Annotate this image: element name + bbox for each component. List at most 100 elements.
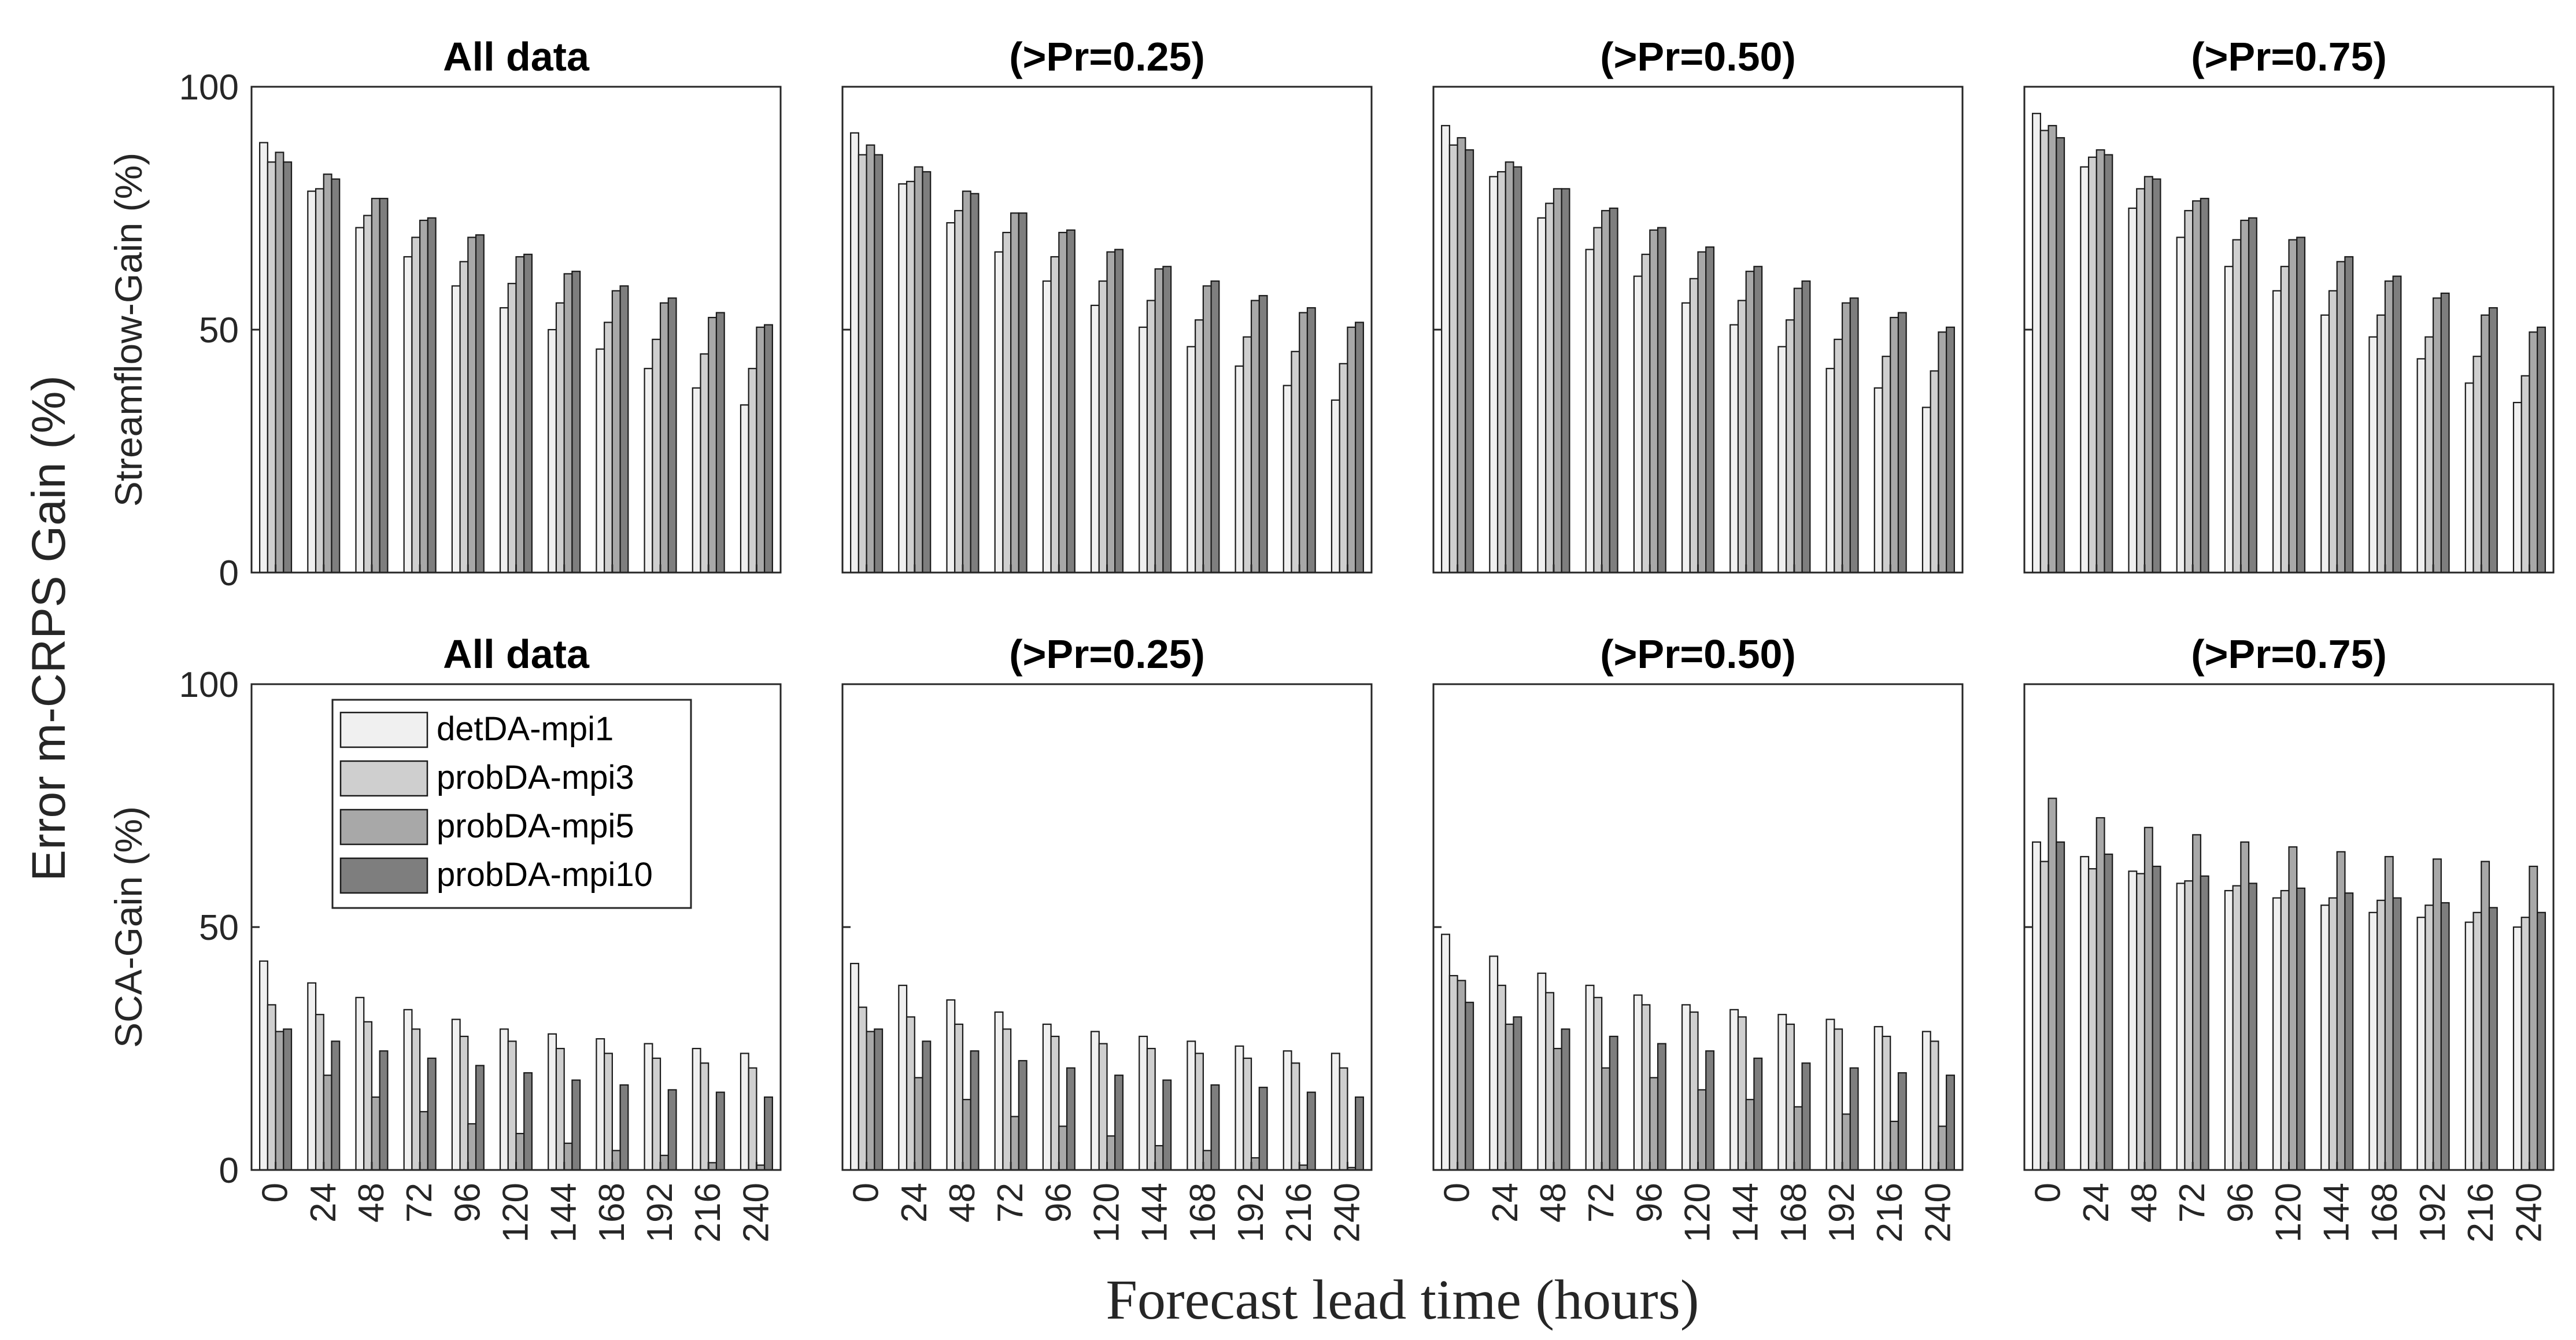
bar-detDA-mpi1-lt192 [1235, 365, 1244, 574]
xtick-label: 192 [1231, 1183, 1271, 1242]
xtick-label: 0 [2028, 1183, 2068, 1202]
bar-probDA-mpi5-lt192 [1841, 1113, 1851, 1171]
bar-probDA-mpi5-lt96 [1649, 1077, 1659, 1171]
legend-label: detDA-mpi1 [437, 710, 613, 748]
bar-probDA-mpi5-lt96 [1649, 229, 1659, 574]
bar-probDA-mpi5-lt144 [1154, 1145, 1164, 1171]
bar-detDA-mpi1-lt168 [596, 348, 605, 574]
bar-probDA-mpi5-lt216 [1890, 1120, 1899, 1171]
bar-probDA-mpi3-lt0 [1448, 144, 1458, 574]
bar-detDA-mpi1-lt240 [740, 404, 749, 574]
bar-probDA-mpi5-lt216 [708, 316, 718, 574]
bar-probDA-mpi5-lt96 [2240, 841, 2250, 1171]
bar-probDA-mpi5-lt240 [756, 326, 766, 574]
bar-probDA-mpi3-lt96 [1050, 1035, 1060, 1171]
bar-probDA-mpi5-lt72 [2192, 834, 2201, 1171]
bar-detDA-mpi1-lt24 [2080, 166, 2090, 574]
bar-probDA-mpi5-lt48 [962, 1099, 971, 1171]
bar-probDA-mpi3-lt24 [315, 1014, 324, 1171]
xtick-label: 48 [352, 1183, 391, 1223]
bar-probDA-mpi10-lt216 [1306, 307, 1316, 574]
bar-probDA-mpi5-lt120 [1106, 251, 1116, 574]
bar-probDA-mpi3-lt168 [1195, 1053, 1204, 1171]
bar-detDA-mpi1-lt240 [1921, 1031, 1931, 1171]
panel-title: (>Pr=0.50) [1600, 34, 1796, 79]
bar-probDA-mpi3-lt72 [411, 1028, 421, 1171]
bar-probDA-mpi3-lt240 [1339, 1067, 1348, 1171]
bar-probDA-mpi10-lt240 [1946, 326, 1955, 574]
bar-detDA-mpi1-lt192 [1825, 1018, 1835, 1171]
bar-probDA-mpi5-lt240 [2529, 331, 2538, 574]
bar-probDA-mpi3-lt144 [1737, 300, 1747, 574]
bar-detDA-mpi1-lt72 [1585, 984, 1595, 1171]
bar-detDA-mpi1-lt192 [1825, 368, 1835, 574]
xtick-label: 120 [1678, 1183, 1718, 1242]
bar-probDA-mpi3-lt120 [507, 283, 517, 574]
xtick-label: 24 [2076, 1183, 2116, 1223]
panel-r1-c3: 0 24 48 72 96 120 144 168 192 216 240 (>Pr=0.75) [2023, 632, 2555, 1242]
bar-probDA-mpi3-lt144 [2328, 290, 2338, 574]
bar-probDA-mpi3-lt120 [1689, 1011, 1699, 1171]
bar-probDA-mpi3-lt24 [906, 180, 915, 574]
bar-probDA-mpi3-lt168 [604, 322, 613, 574]
bar-probDA-mpi3-lt216 [1882, 356, 1891, 574]
bar-probDA-mpi10-lt192 [667, 1089, 677, 1171]
bar-probDA-mpi10-lt72 [2200, 875, 2209, 1171]
bar-probDA-mpi5-lt24 [1505, 161, 1514, 574]
panel-title: (>Pr=0.25) [1009, 34, 1205, 79]
panel-r1-c1: 0 24 48 72 96 120 144 168 192 216 240 (>Pr=0.25) [841, 632, 1373, 1242]
legend-swatch [339, 857, 428, 894]
xtick-label: 144 [544, 1183, 584, 1242]
bar-detDA-mpi1-lt144 [548, 328, 557, 574]
row-ylabel-streamflow: Streamflow-Gain (%) [107, 153, 150, 507]
bar-probDA-mpi3-lt0 [2039, 861, 2049, 1171]
bar-detDA-mpi1-lt168 [1777, 346, 1787, 574]
bar-probDA-mpi5-lt120 [1697, 251, 1707, 574]
bar-probDA-mpi5-lt168 [611, 290, 621, 574]
xtick-label: 0 [256, 1183, 295, 1202]
bar-probDA-mpi5-lt144 [2336, 261, 2346, 574]
bar-probDA-mpi10-lt48 [970, 193, 980, 574]
bar-probDA-mpi5-lt0 [1457, 137, 1466, 574]
bar-detDA-mpi1-lt0 [259, 960, 268, 1171]
bar-probDA-mpi3-lt168 [2377, 314, 2386, 574]
xtick-label: 216 [1870, 1183, 1910, 1242]
bar-probDA-mpi3-lt0 [858, 154, 867, 574]
xtick-label: 216 [688, 1183, 728, 1242]
bar-probDA-mpi5-lt144 [1745, 1099, 1755, 1171]
bar-probDA-mpi5-lt120 [515, 1132, 525, 1171]
bar-detDA-mpi1-lt240 [1330, 399, 1340, 574]
bar-probDA-mpi10-lt192 [2440, 902, 2450, 1171]
ytick-label: 0 [219, 553, 239, 593]
bar-probDA-mpi10-lt120 [523, 1072, 533, 1171]
bar-probDA-mpi10-lt48 [970, 1050, 980, 1171]
bar-probDA-mpi10-lt216 [2488, 307, 2498, 574]
bar-probDA-mpi3-lt144 [555, 1047, 565, 1171]
bar-detDA-mpi1-lt120 [2272, 290, 2282, 574]
bar-detDA-mpi1-lt120 [2272, 897, 2282, 1171]
bar-probDA-mpi5-lt48 [1553, 188, 1562, 574]
bar-probDA-mpi5-lt72 [2192, 200, 2201, 574]
bar-detDA-mpi1-lt48 [946, 222, 956, 574]
bar-probDA-mpi3-lt120 [507, 1040, 517, 1171]
panel-title: (>Pr=0.75) [2191, 632, 2387, 677]
legend-swatch [339, 711, 428, 748]
overall-ylabel: Error m-CRPS Gain (%) [23, 375, 75, 881]
bar-probDA-mpi10-lt216 [1897, 1072, 1907, 1171]
bar-probDA-mpi5-lt120 [2288, 239, 2298, 574]
bar-probDA-mpi5-lt48 [371, 198, 380, 574]
bar-probDA-mpi3-lt72 [1002, 1028, 1012, 1171]
bar-probDA-mpi10-lt168 [2392, 897, 2402, 1171]
bar-detDA-mpi1-lt72 [1585, 249, 1595, 574]
bar-detDA-mpi1-lt24 [1489, 176, 1499, 574]
xtick-label: 96 [1038, 1183, 1078, 1223]
bar-probDA-mpi10-lt24 [331, 1040, 341, 1171]
bar-detDA-mpi1-lt0 [259, 142, 268, 574]
bar-probDA-mpi5-lt192 [1841, 302, 1851, 574]
bar-probDA-mpi10-lt120 [1114, 1075, 1124, 1171]
xtick-label: 48 [1533, 1183, 1573, 1223]
bar-detDA-mpi1-lt216 [1283, 385, 1292, 574]
bar-probDA-mpi10-lt240 [764, 324, 773, 574]
bar-detDA-mpi1-lt192 [2416, 358, 2426, 574]
